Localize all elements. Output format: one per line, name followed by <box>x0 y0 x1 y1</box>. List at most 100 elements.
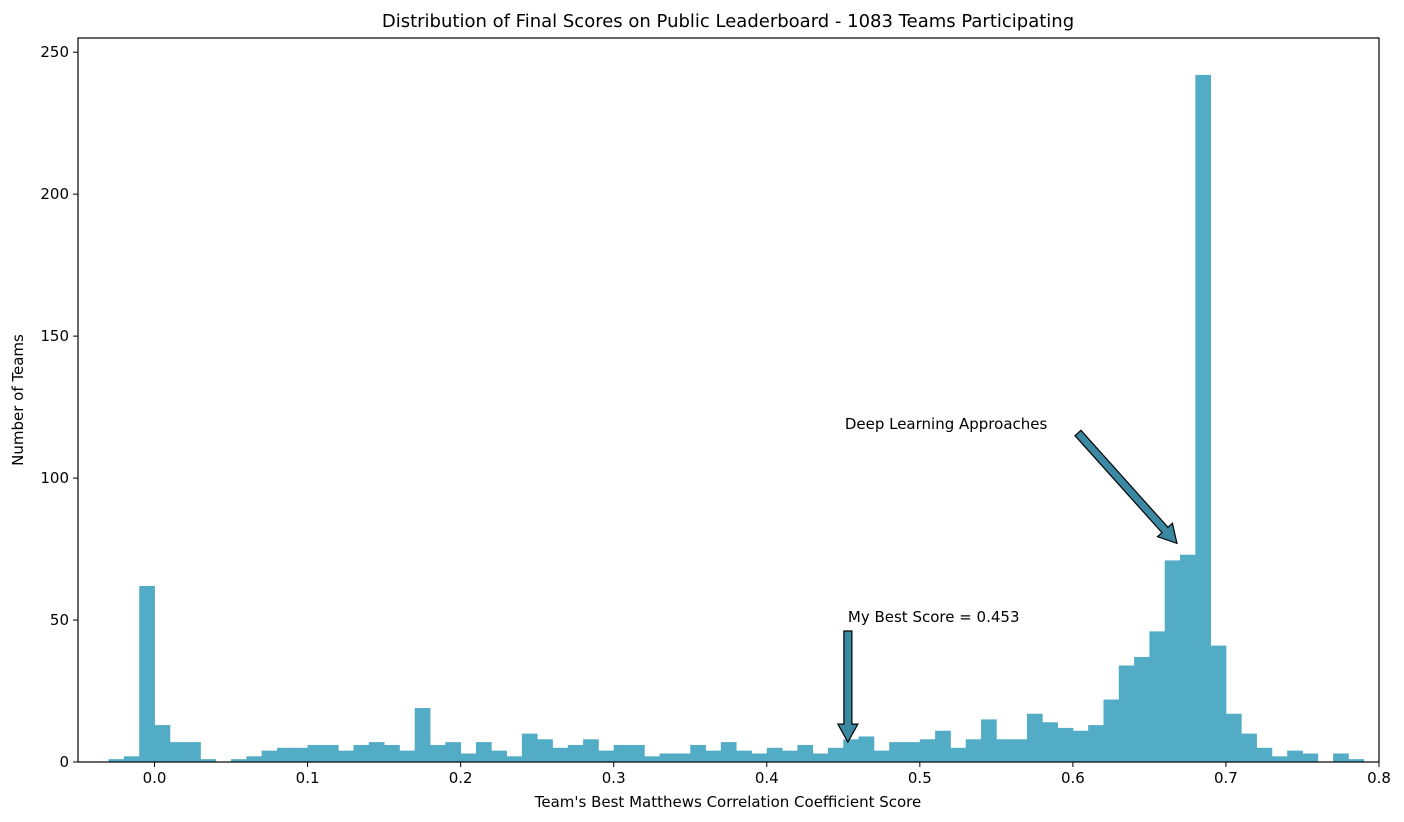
y-tick-label: 50 <box>50 611 69 629</box>
histogram-bar <box>1118 665 1135 762</box>
histogram-bar <box>353 744 370 762</box>
histogram-bar <box>1256 747 1273 762</box>
x-tick-label: 0.4 <box>755 769 779 787</box>
x-tick-label: 0.1 <box>296 769 320 787</box>
histogram-bar <box>1210 645 1227 762</box>
chart-title: Distribution of Final Scores on Public L… <box>382 11 1074 32</box>
histogram-bar <box>1042 722 1058 762</box>
plot-frame <box>77 37 1380 763</box>
histogram-bar <box>1149 631 1166 762</box>
histogram-bar <box>1026 713 1043 762</box>
x-tick-label: 0.2 <box>449 769 473 787</box>
histogram-bar <box>1195 74 1212 763</box>
histogram-bar <box>1011 739 1028 762</box>
y-tick-label: 250 <box>40 43 69 61</box>
histogram-bar <box>307 744 324 762</box>
histogram-bar <box>200 759 217 762</box>
histogram-bar <box>843 739 859 762</box>
histogram-bar <box>1287 750 1303 762</box>
deep-learning-arrow <box>1074 429 1178 545</box>
histogram-bar <box>108 759 125 762</box>
histogram-bar <box>873 750 890 762</box>
histogram-bar <box>384 744 400 762</box>
histogram-bar <box>629 744 645 762</box>
histogram-bar <box>889 742 905 762</box>
histogram-bar <box>231 759 247 762</box>
histogram-bar <box>659 753 676 762</box>
histogram-bar <box>766 747 783 762</box>
histogram-bar <box>506 756 523 762</box>
histogram-bar <box>736 750 752 762</box>
histogram-bar <box>123 756 140 762</box>
histogram-bar <box>751 753 768 762</box>
histogram-bar <box>1103 699 1120 762</box>
histogram-bar <box>613 744 630 762</box>
histogram-bar <box>598 750 615 762</box>
histogram-bar <box>246 756 263 762</box>
histogram-bar <box>797 744 814 762</box>
histogram-bar <box>338 750 354 762</box>
y-tick-label: 150 <box>40 327 69 345</box>
histogram-bar <box>583 739 599 762</box>
histogram-bar <box>1333 753 1349 762</box>
histogram-bar <box>1180 554 1196 762</box>
histogram-bar <box>169 742 186 762</box>
histogram-bar <box>261 750 278 762</box>
histogram-bar <box>1302 753 1319 762</box>
histogram-bar <box>720 742 737 762</box>
histogram-bar <box>1271 756 1288 762</box>
histogram-bar <box>414 708 431 762</box>
histogram-bar <box>537 739 553 762</box>
histogram-bar <box>858 736 875 762</box>
histogram-bar <box>368 742 385 762</box>
histogram-bar <box>475 742 492 762</box>
y-axis: 0 50 100 150 200 250 <box>40 43 78 771</box>
histogram-bar <box>139 585 155 762</box>
histogram-bar <box>950 747 967 762</box>
histogram-bar <box>996 739 1013 762</box>
histogram-bar <box>904 742 921 762</box>
histogram-bar <box>965 739 982 762</box>
histogram-bar <box>276 747 293 762</box>
x-tick-label: 0.0 <box>143 769 167 787</box>
histogram-bar <box>1348 759 1365 762</box>
histogram-bar <box>1088 725 1104 762</box>
histogram-bar <box>674 753 691 762</box>
x-tick-label: 0.3 <box>602 769 626 787</box>
histogram-bar <box>812 753 829 762</box>
histogram-bar <box>292 747 308 762</box>
histogram-bar <box>644 756 661 762</box>
histogram-bar <box>1134 656 1150 762</box>
x-tick-label: 0.6 <box>1061 769 1085 787</box>
histogram-bar <box>399 750 416 762</box>
bars-group <box>108 74 1365 763</box>
histogram-bar <box>782 750 798 762</box>
histogram-bar <box>1072 730 1089 762</box>
y-tick-label: 100 <box>40 469 69 487</box>
histogram-bar <box>521 733 538 762</box>
histogram-bar <box>491 750 507 762</box>
y-axis-label: Number of Teams <box>9 334 27 466</box>
y-tick-label: 0 <box>59 753 69 771</box>
histogram-bar <box>935 730 951 762</box>
histogram-bar <box>919 739 936 762</box>
histogram-bar <box>827 747 844 762</box>
histogram-bar <box>1057 727 1074 762</box>
histogram-bar <box>1164 560 1181 762</box>
x-tick-label: 0.8 <box>1367 769 1391 787</box>
x-axis: 0.0 0.1 0.2 0.3 0.4 0.5 0.6 0.7 0.8 <box>143 762 1391 787</box>
histogram-bar <box>460 753 477 762</box>
histogram-bar <box>567 744 584 762</box>
histogram-bar <box>1241 733 1257 762</box>
histogram-bar <box>705 750 722 762</box>
histogram-bar <box>1225 713 1242 762</box>
histogram-bar <box>445 742 462 762</box>
x-axis-label: Team's Best Matthews Correlation Coeffic… <box>534 793 922 811</box>
annotations-group: Deep Learning Approaches My Best Score = … <box>836 415 1178 744</box>
histogram-bar <box>154 725 171 762</box>
x-tick-label: 0.7 <box>1214 769 1238 787</box>
histogram-bar <box>552 747 569 762</box>
histogram-bar <box>185 742 201 762</box>
y-tick-label: 200 <box>40 185 69 203</box>
